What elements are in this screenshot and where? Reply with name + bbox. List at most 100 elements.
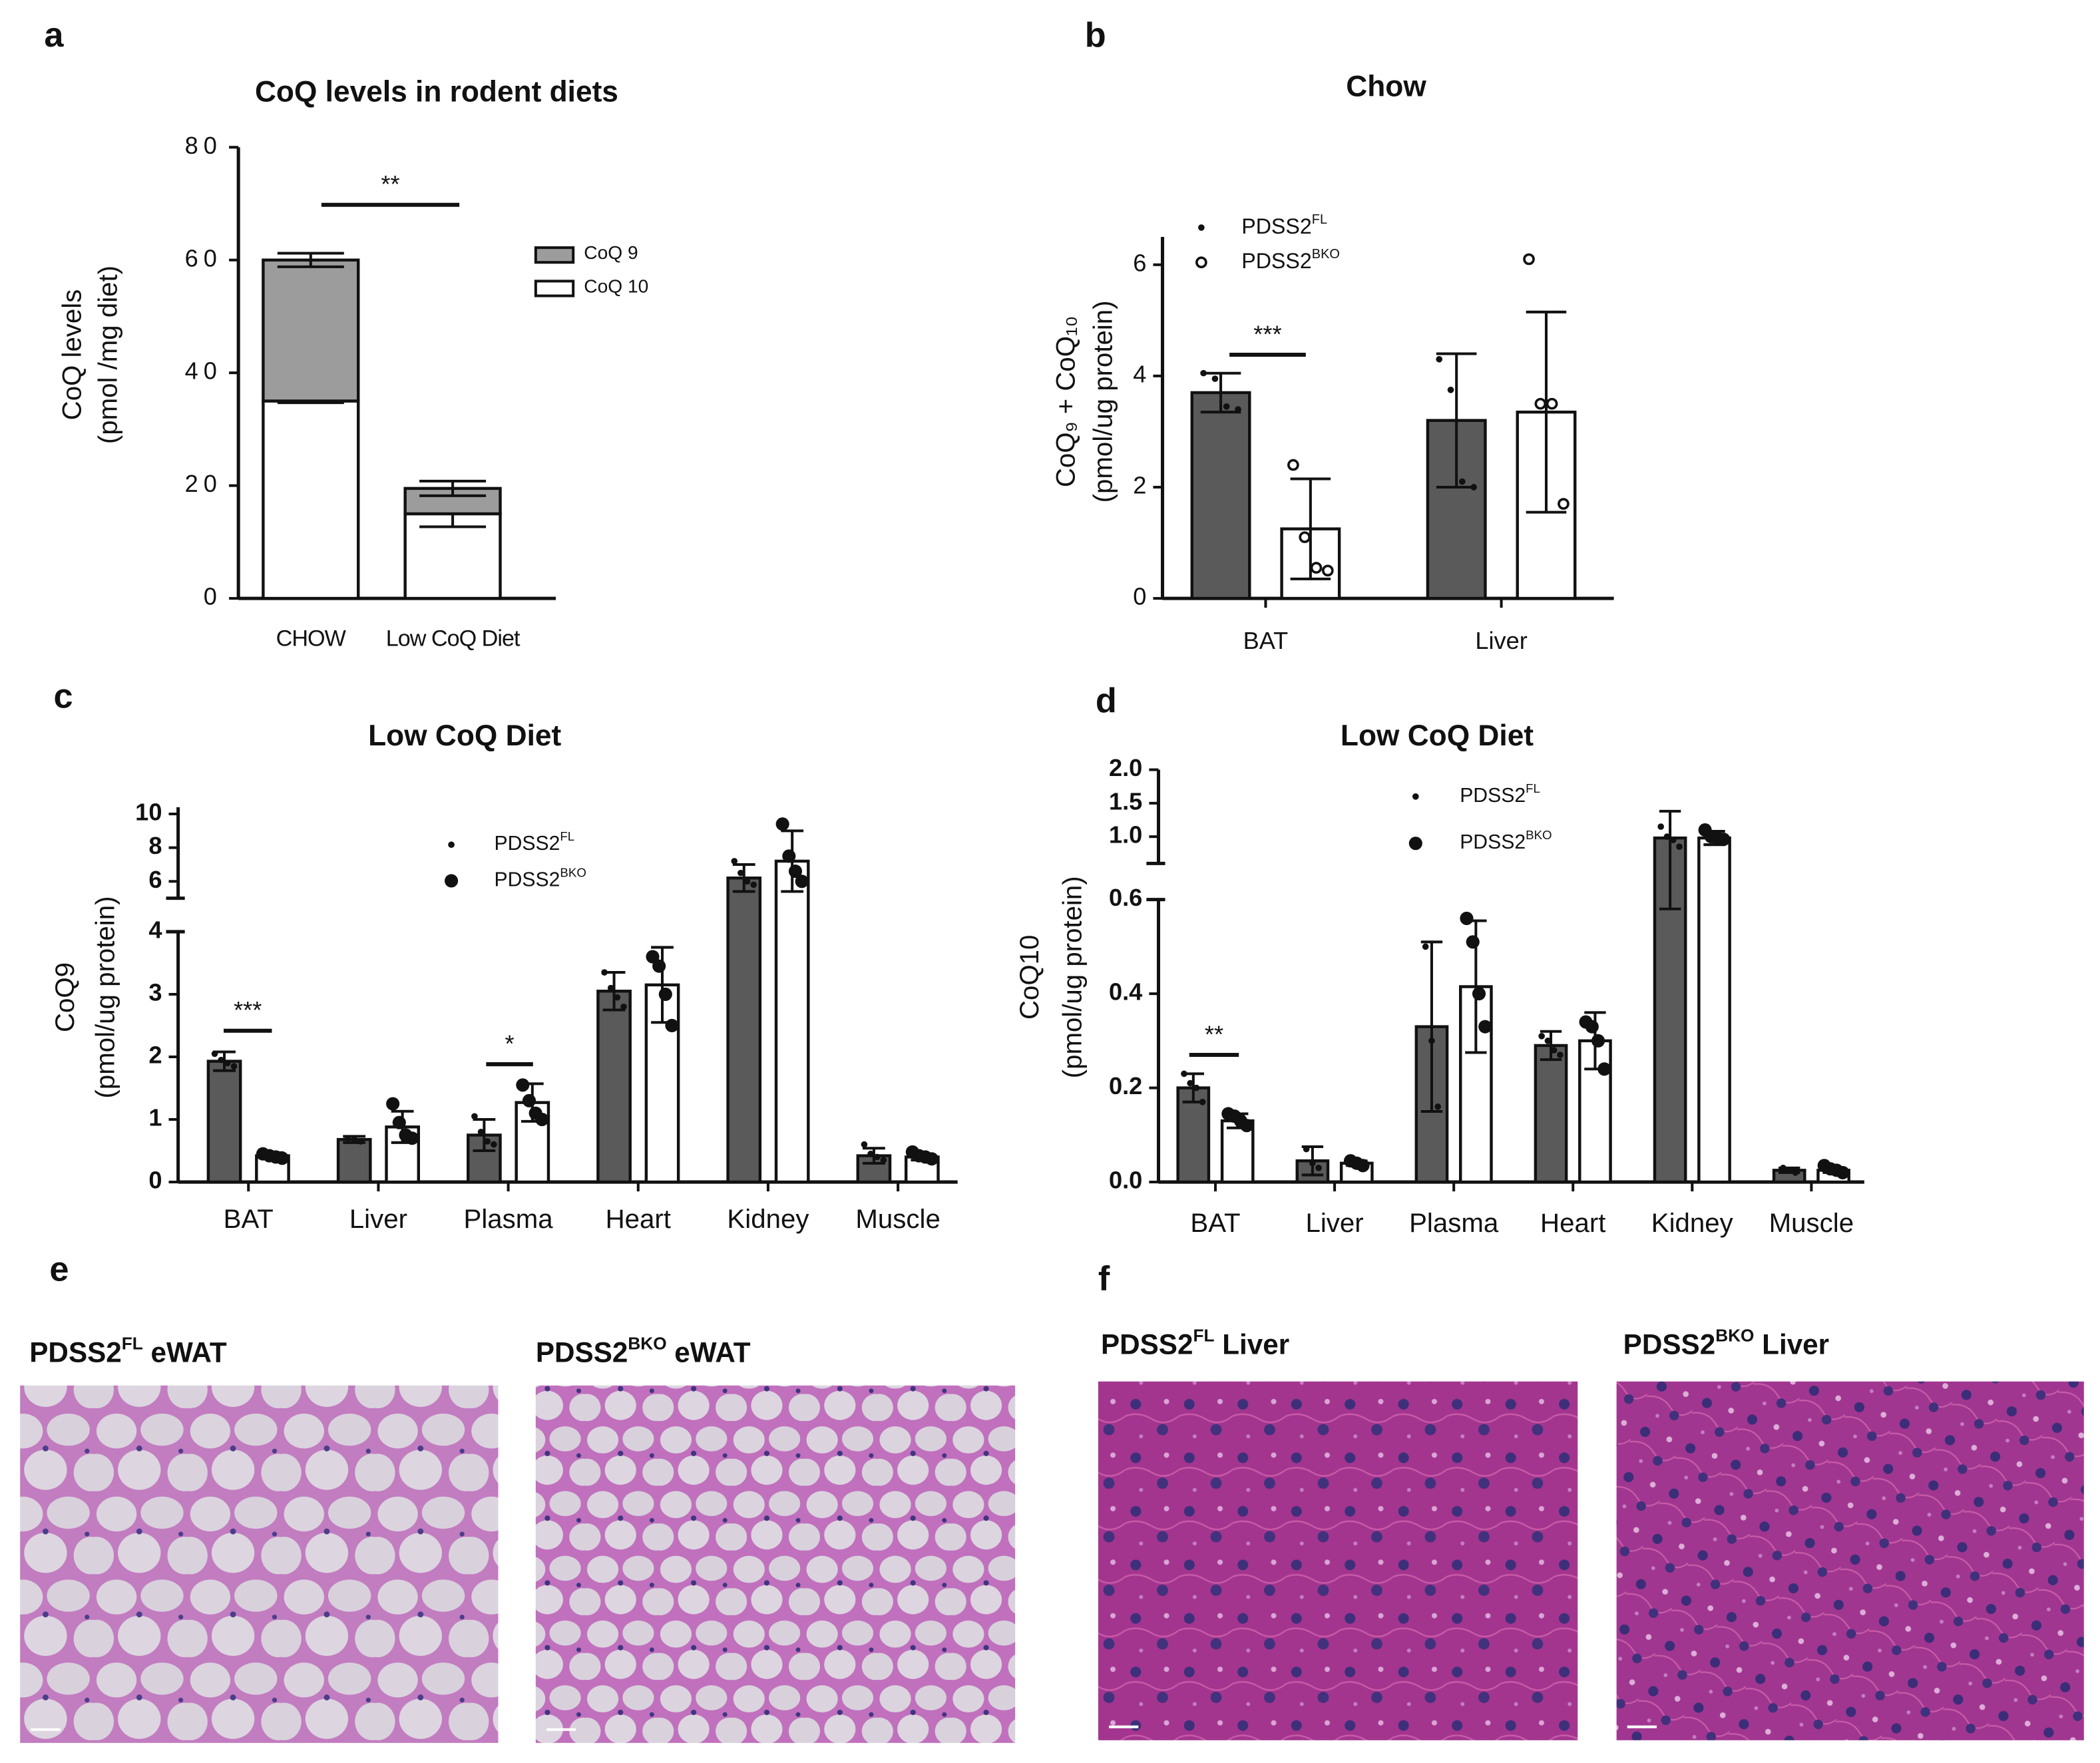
legend-label: PDSS2BKO (494, 866, 586, 891)
point (1187, 1079, 1193, 1087)
superscript: FL (1312, 212, 1327, 227)
error-bar (732, 863, 755, 893)
y-tick-label: 0 (148, 1167, 162, 1194)
y-axis-label: CoQ levels (57, 290, 87, 421)
x-tick-label: BAT (224, 1204, 274, 1234)
y-tick-label: 40 (185, 357, 222, 385)
point (1181, 1070, 1187, 1077)
error-bar (1290, 477, 1331, 580)
y-tick-label: 6 (148, 866, 162, 893)
point (1223, 403, 1230, 410)
superscript: BKO (1312, 248, 1340, 262)
error-bar (1436, 352, 1477, 489)
point (491, 1141, 497, 1148)
error-bar (419, 479, 487, 497)
legend-label: CoQ 9 (584, 243, 638, 264)
point (737, 869, 744, 877)
title-prefix: PDSS2 (536, 1337, 628, 1368)
point (1546, 397, 1558, 410)
point (484, 1138, 491, 1145)
x-tick-label: Kidney (1651, 1208, 1734, 1238)
point (1534, 397, 1547, 410)
y-axis-label: (pmol /mg diet) (93, 266, 123, 444)
point (1836, 1165, 1850, 1179)
superscript: BKO (1715, 1325, 1754, 1345)
point (516, 1078, 530, 1092)
y-tick-label: 0.4 (1109, 978, 1142, 1006)
legend-name: PDSS2 (1460, 831, 1526, 853)
significance-label: ** (381, 170, 399, 198)
point (224, 1060, 231, 1067)
point (1356, 1159, 1370, 1173)
superscript: BKO (628, 1333, 666, 1353)
point (750, 881, 757, 888)
y-tick-label: 8 (148, 832, 162, 859)
point (1466, 935, 1480, 949)
point (1447, 386, 1454, 393)
y-tick-label: 1.5 (1109, 787, 1142, 815)
point (1538, 1032, 1545, 1040)
point (658, 987, 672, 1002)
point (445, 874, 459, 888)
x-tick-label: Liver (349, 1204, 407, 1234)
legend-name: PDSS2 (494, 833, 560, 855)
error-bar (1526, 310, 1567, 514)
chart-panel: a CoQ levels in rodent diets CoQ levels (pm… (44, 16, 648, 651)
title-prefix: PDSS2 (1101, 1329, 1193, 1360)
y-tick-label: 2.0 (1109, 754, 1142, 781)
point (1460, 911, 1474, 926)
point (1459, 478, 1466, 485)
histology-image (1098, 1381, 1578, 1740)
chart-title: Chow (1346, 70, 1426, 102)
point (646, 950, 660, 964)
point (1472, 987, 1486, 1001)
legend-label: PDSS2BKO (1241, 248, 1340, 273)
x-tick-label: Heart (1540, 1208, 1605, 1238)
panel-label: f (1098, 1260, 1110, 1298)
point (1321, 564, 1334, 577)
bar (262, 258, 360, 403)
point (1792, 1169, 1799, 1176)
point (601, 969, 608, 976)
bar (262, 399, 360, 600)
point (1199, 1098, 1206, 1105)
point (795, 875, 809, 888)
point (861, 1141, 868, 1148)
point (1591, 1034, 1605, 1048)
point (344, 1135, 351, 1142)
significance-label: *** (234, 996, 262, 1024)
histology-image (20, 1385, 499, 1743)
y-tick-label: 2 (148, 1042, 162, 1069)
point (448, 841, 455, 849)
x-tick-label: Plasma (1409, 1208, 1499, 1238)
legend-name: PDSS2 (1460, 785, 1526, 807)
point (1428, 1038, 1435, 1044)
point (1717, 833, 1731, 847)
bar (336, 1137, 372, 1184)
point (1780, 1165, 1786, 1171)
y-axis-label: CoQ₉ + CoQ₁₀ (1050, 316, 1080, 487)
error-bar (1540, 1030, 1562, 1062)
point (925, 1152, 939, 1166)
point (1412, 793, 1419, 800)
point (1558, 498, 1570, 510)
point (522, 1093, 536, 1107)
point (1434, 1103, 1442, 1110)
panel-label: c (53, 678, 73, 716)
legend-name: CoQ 10 (584, 276, 648, 297)
point (1523, 253, 1535, 266)
superscript: BKO (1526, 829, 1552, 843)
significance-label: *** (1253, 320, 1281, 347)
panel-label: d (1096, 682, 1117, 720)
y-tick-label: 2 (1133, 472, 1146, 499)
legend-name: PDSS2 (1241, 249, 1312, 273)
point (1303, 1145, 1310, 1153)
chart-panel: c Low CoQ Diet CoQ9 (pmol/ug protein) 0 1 2 3 4 6… (50, 678, 958, 1234)
chart-title: CoQ levels in rodent diets (255, 75, 618, 108)
point (1557, 1052, 1564, 1058)
y-tick-label: 4 (148, 916, 162, 943)
legend-label: PDSS2FL (1460, 781, 1540, 807)
y-tick-label: 3 (148, 979, 162, 1006)
y-tick-label: 0.2 (1109, 1072, 1142, 1099)
panel-label: e (49, 1251, 69, 1289)
